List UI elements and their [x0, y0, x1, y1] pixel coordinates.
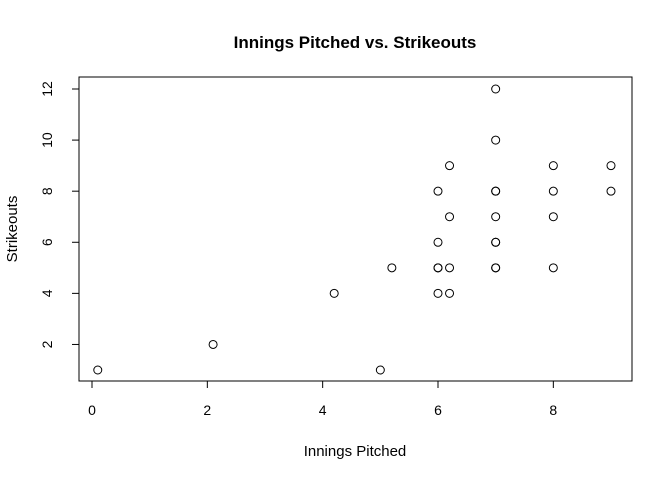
data-point: [548, 186, 558, 196]
plot-frame: [78, 76, 633, 382]
data-point: [433, 237, 443, 247]
y-tick-label: 4: [39, 289, 55, 297]
y-tick-label: 12: [39, 81, 55, 97]
data-point: [491, 237, 501, 247]
data-point: [606, 161, 616, 171]
data-point: [445, 288, 455, 298]
data-point: [548, 263, 558, 273]
data-point: [491, 186, 501, 196]
y-tick-label: 10: [39, 132, 55, 148]
x-tick-label: 4: [319, 402, 327, 418]
data-point: [433, 288, 443, 298]
data-point: [491, 135, 501, 145]
data-point: [387, 263, 397, 273]
y-tick-label: 6: [39, 238, 55, 246]
y-tick-label: 8: [39, 187, 55, 195]
y-axis-label: Strikeouts: [4, 196, 21, 263]
data-point: [491, 212, 501, 222]
data-point: [445, 212, 455, 222]
x-axis-label: Innings Pitched: [304, 443, 407, 460]
data-point: [491, 84, 501, 94]
data-point: [433, 263, 443, 273]
data-point: [548, 212, 558, 222]
x-axis: 0 2 4 6 8: [88, 380, 557, 418]
data-points: [93, 84, 616, 375]
data-point: [329, 288, 339, 298]
data-point: [606, 186, 616, 196]
data-point: [208, 339, 218, 349]
data-point: [433, 186, 443, 196]
x-tick-label: 6: [434, 402, 442, 418]
data-point: [491, 263, 501, 273]
x-tick-label: 8: [549, 402, 557, 418]
data-point: [548, 161, 558, 171]
data-point: [375, 365, 385, 375]
data-point: [93, 365, 103, 375]
data-point: [445, 263, 455, 273]
y-tick-label: 2: [39, 340, 55, 348]
data-point: [445, 161, 455, 171]
chart-title: Innings Pitched vs. Strikeouts: [234, 33, 477, 52]
x-tick-label: 2: [203, 402, 211, 418]
y-axis: 2 4 6 8 10 12: [39, 81, 80, 348]
x-tick-label: 0: [88, 402, 96, 418]
